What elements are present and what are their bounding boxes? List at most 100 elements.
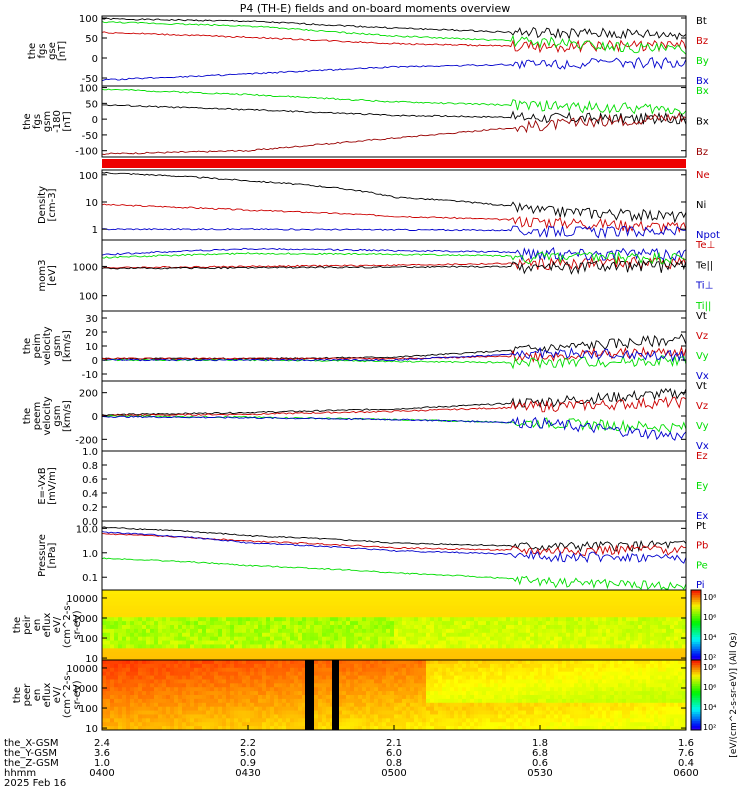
spectrogram-cell (450, 652, 455, 657)
spectrogram-cell (214, 593, 219, 599)
spectrogram-cell (666, 621, 671, 626)
spectrogram-cell (502, 691, 507, 696)
spectrogram-cell (490, 687, 495, 692)
spectrogram-cell (678, 590, 683, 595)
y-axis-label: the (12, 617, 23, 633)
spectrogram-cell (658, 632, 663, 638)
spectrogram-cell (122, 722, 127, 727)
spectrogram-cell (426, 628, 431, 634)
spectrogram-cell (162, 663, 167, 669)
spectrogram-cell (290, 621, 295, 626)
spectrogram-cell (114, 644, 119, 649)
spectrogram-cell (418, 621, 423, 626)
spectrogram-cell (158, 706, 163, 712)
spectrogram-cell (238, 628, 243, 634)
y-axis-label: the (22, 338, 33, 354)
spectrogram-cell (674, 652, 679, 657)
spectrogram-cell (486, 679, 491, 684)
y-axis-label: fgs (32, 114, 43, 129)
spectrogram-cell (482, 590, 487, 595)
spectrogram-cell (122, 617, 127, 622)
spectrogram-cell (314, 590, 319, 595)
spectrogram-cell (646, 636, 651, 642)
spectrogram-cell (414, 698, 419, 704)
spectrogram-cell (126, 601, 131, 607)
spectrogram-cell (574, 652, 579, 657)
spectrogram-cell (478, 710, 483, 715)
spectrogram-cell (666, 601, 671, 607)
spectrogram-cell (178, 706, 183, 712)
spectrogram-cell (466, 632, 471, 638)
spectrogram-cell (314, 644, 319, 649)
spectrogram-cell (134, 625, 139, 630)
spectrogram-cell (390, 675, 395, 680)
spectrogram-cell (218, 675, 223, 680)
spectrogram-cell (658, 628, 663, 634)
spectrogram-cell (198, 671, 203, 677)
spectrogram-cell (274, 628, 279, 634)
spectrogram-cell (114, 702, 119, 708)
spectrogram-cell (154, 667, 159, 673)
spectrogram-cell (550, 718, 555, 723)
spectrogram-cell (530, 691, 535, 696)
spectrogram-cell (178, 718, 183, 723)
spectrogram-cell (522, 726, 527, 731)
colorbar-step (691, 634, 701, 638)
spectrogram-cell (326, 671, 331, 677)
spectrogram-cell (414, 722, 419, 727)
spectrogram-cell (642, 605, 647, 610)
spectrogram-cell (470, 613, 475, 618)
spectrogram-cell (486, 601, 491, 607)
spectrogram-cell (494, 710, 499, 715)
spectrogram-cell (370, 695, 375, 700)
spectrogram-cell (462, 698, 467, 704)
spectrogram-cell (558, 621, 563, 626)
spectrogram-cell (414, 601, 419, 607)
spectrogram-cell (190, 726, 195, 731)
spectrogram-cell (534, 640, 539, 645)
spectrogram-cell (474, 687, 479, 692)
spectrogram-cell (186, 632, 191, 638)
spectrogram-cell (510, 718, 515, 723)
spectrogram-cell (130, 621, 135, 626)
spectrogram-cell (410, 648, 415, 653)
spectrogram-cell (102, 663, 107, 669)
spectrogram-cell (538, 617, 543, 622)
spectrogram-cell (418, 702, 423, 708)
spectrogram-cell (550, 601, 555, 607)
y-tick-label: 30 (85, 314, 98, 325)
y-axis-label: [nPa] (47, 542, 58, 568)
spectrogram-cell (454, 691, 459, 696)
spectrogram-cell (458, 590, 463, 595)
spectrogram-cell (318, 687, 323, 692)
spectrogram-cell (442, 679, 447, 684)
spectrogram-cell (114, 663, 119, 669)
spectrogram-cell (214, 660, 219, 665)
y-axis-label: peir (22, 614, 33, 634)
spectrogram-cell (378, 675, 383, 680)
spectrogram-cell (246, 663, 251, 669)
spectrogram-cell (306, 617, 311, 622)
spectrogram-cell (490, 609, 495, 614)
spectrogram-cell (246, 640, 251, 645)
spectrogram-cell (474, 667, 479, 673)
spectrogram-cell (294, 710, 299, 715)
spectrogram-cell (426, 601, 431, 607)
spectrogram-cell (386, 628, 391, 634)
spectrogram-cell (638, 644, 643, 649)
y-tick-label: 0 (92, 115, 98, 126)
spectrogram-cell (506, 590, 511, 595)
spectrogram-cell (198, 648, 203, 653)
spectrogram-cell (154, 675, 159, 680)
spectrogram-cell (302, 718, 307, 723)
spectrogram-cell (166, 683, 171, 688)
spectrogram-cell (562, 593, 567, 599)
spectrogram-cell (534, 648, 539, 653)
spectrogram-cell (202, 667, 207, 673)
spectrogram-cell (190, 671, 195, 677)
spectrogram-cell (518, 695, 523, 700)
spectrogram-cell (422, 590, 427, 595)
spectrogram-cell (390, 628, 395, 634)
spectrogram-cell (110, 605, 115, 610)
spectrogram-cell (154, 636, 159, 642)
